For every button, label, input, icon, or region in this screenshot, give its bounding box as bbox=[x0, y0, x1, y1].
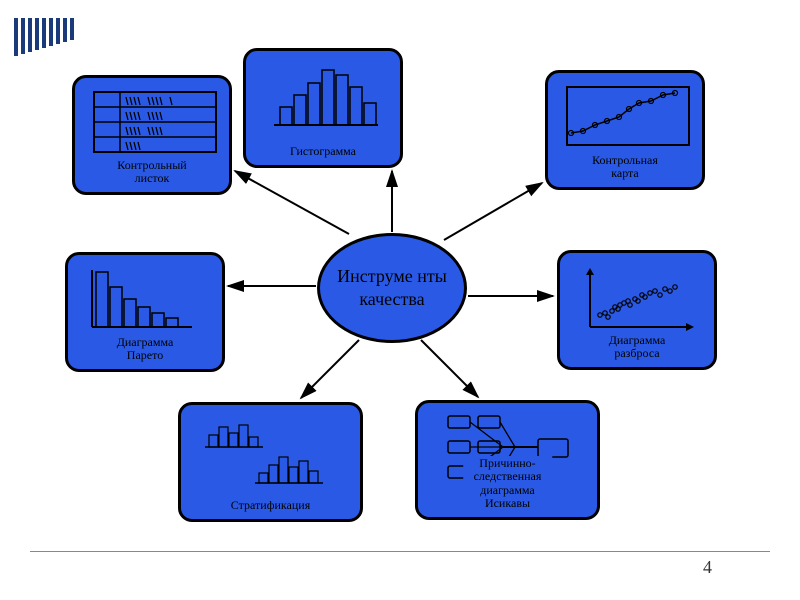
diagram-canvas: Инструме нты качества Контрольный листок… bbox=[0, 0, 800, 600]
node-ishikawa-label: Причинно-следственная диаграмма Исикавы bbox=[463, 456, 553, 511]
scatter-icon bbox=[580, 265, 700, 335]
node-histogram-label: Гистограмма bbox=[288, 144, 358, 159]
node-stratification: Стратификация bbox=[178, 402, 363, 522]
stratification-icon bbox=[199, 415, 349, 495]
pareto-icon bbox=[82, 265, 202, 335]
controlchart-icon bbox=[563, 83, 693, 153]
node-histogram: Гистограмма bbox=[243, 48, 403, 168]
node-ishikawa: Причинно-следственная диаграмма Исикавы bbox=[415, 400, 600, 520]
histogram-icon bbox=[266, 63, 386, 133]
footer-rule bbox=[30, 551, 770, 552]
node-controlchart: Контрольная карта bbox=[545, 70, 705, 190]
node-checklist-label: Контрольный листок bbox=[115, 158, 188, 186]
node-scatter-label: Диаграмма разброса bbox=[607, 333, 668, 361]
node-stratification-label: Стратификация bbox=[229, 498, 312, 513]
node-scatter: Диаграмма разброса bbox=[557, 250, 717, 370]
center-node-label: Инструме нты качества bbox=[320, 265, 464, 312]
node-pareto: Диаграмма Парето bbox=[65, 252, 225, 372]
checklist-icon bbox=[90, 88, 220, 158]
node-pareto-label: Диаграмма Парето bbox=[115, 335, 176, 363]
page-number: 4 bbox=[703, 557, 712, 578]
node-checklist: Контрольный листок bbox=[72, 75, 232, 195]
node-controlchart-label: Контрольная карта bbox=[587, 153, 664, 181]
center-node: Инструме нты качества bbox=[317, 233, 467, 343]
